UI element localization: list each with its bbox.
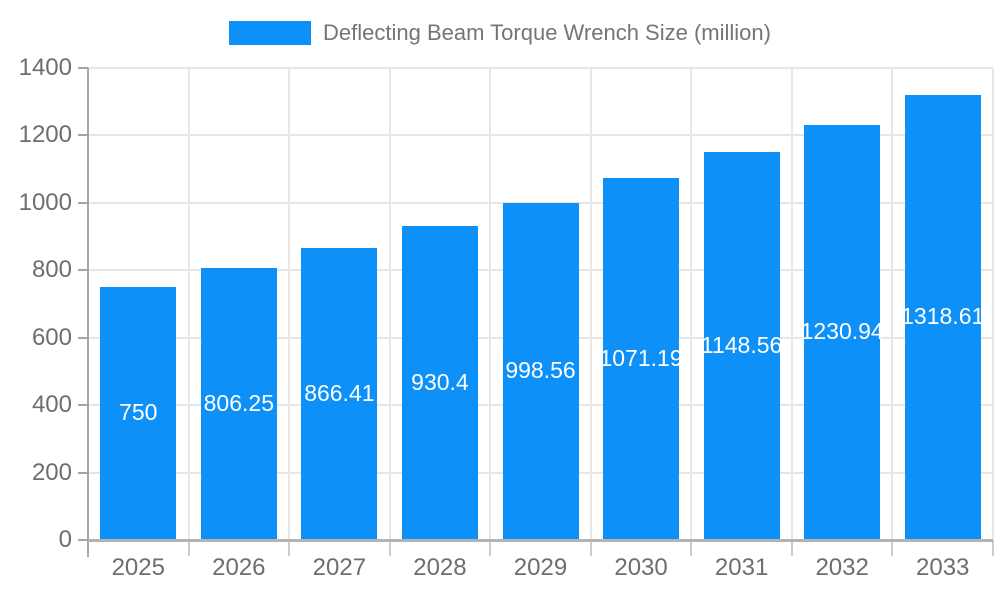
bar[interactable] — [401, 225, 478, 540]
y-axis-tick — [78, 404, 88, 406]
x-axis-tick — [790, 540, 793, 556]
y-axis-tick — [78, 539, 88, 541]
x-axis-tick — [589, 540, 592, 556]
y-axis-tick-label: 1400 — [18, 53, 72, 81]
x-axis-tick-label: 2031 — [714, 554, 769, 581]
bar-value-label: 750 — [119, 399, 158, 426]
y-axis-tick-label: 1200 — [18, 121, 72, 148]
h-gridline — [88, 134, 993, 136]
x-axis-tick-label: 2032 — [815, 554, 869, 581]
y-axis-line — [87, 67, 89, 557]
x-axis-tick-label: 2033 — [916, 554, 970, 581]
x-axis-tick — [288, 540, 291, 556]
bar-value-label: 1071.19 — [599, 345, 683, 372]
v-gridline — [790, 67, 793, 540]
x-axis-tick-label: 2026 — [212, 554, 266, 581]
x-axis-tick — [388, 540, 391, 556]
x-axis-tick-label: 2025 — [111, 554, 165, 581]
bar[interactable] — [703, 152, 780, 540]
v-gridline — [388, 67, 391, 540]
x-axis-tick — [690, 540, 693, 556]
bar-value-label: 998.56 — [505, 357, 576, 384]
bar-value-label: 1318.61 — [901, 303, 985, 330]
v-gridline — [489, 67, 492, 540]
x-axis-tick — [187, 540, 190, 556]
y-axis-tick-label: 800 — [31, 256, 72, 283]
y-axis-tick-label: 600 — [31, 323, 72, 351]
bar-value-label: 1148.56 — [700, 332, 783, 359]
h-gridline — [88, 201, 993, 204]
v-gridline — [992, 67, 994, 540]
v-gridline — [891, 67, 894, 540]
y-axis-tick-label: 400 — [31, 391, 72, 418]
bar[interactable] — [904, 94, 981, 540]
y-axis-tick — [78, 269, 88, 271]
x-axis-tick — [891, 540, 894, 556]
bar-value-label: 930.4 — [411, 368, 469, 395]
x-axis-tick — [992, 540, 994, 556]
v-gridline — [187, 67, 190, 540]
x-axis-tick-label: 2027 — [312, 554, 367, 581]
bar[interactable] — [301, 247, 378, 540]
h-gridline — [88, 66, 993, 69]
y-axis-tick — [78, 66, 88, 69]
y-axis-tick-label: 200 — [31, 458, 72, 486]
y-axis-tick — [78, 134, 88, 136]
bar[interactable] — [200, 267, 277, 540]
y-axis-tick-label: 1000 — [18, 188, 72, 216]
bar[interactable] — [100, 286, 177, 540]
y-axis-tick — [78, 201, 88, 204]
x-axis-tick — [489, 540, 492, 556]
v-gridline — [288, 67, 291, 540]
y-axis-tick — [78, 471, 88, 474]
bar-value-label: 1230.94 — [800, 318, 884, 345]
bar[interactable] — [603, 178, 680, 540]
y-axis-tick — [78, 336, 88, 339]
x-axis-line — [88, 539, 993, 542]
v-gridline — [589, 67, 592, 540]
bar[interactable] — [804, 124, 881, 540]
y-axis-tick-label: 0 — [58, 526, 72, 553]
bar-value-label: 866.41 — [304, 379, 375, 406]
v-gridline — [690, 67, 693, 540]
bar-value-label: 806.25 — [203, 389, 274, 416]
x-axis-tick-label: 2028 — [413, 554, 467, 581]
bar[interactable] — [502, 202, 579, 540]
x-axis-tick-label: 2029 — [513, 554, 568, 581]
legend-label: Deflecting Beam Torque Wrench Size (mill… — [323, 20, 771, 45]
legend: Deflecting Beam Torque Wrench Size (mill… — [0, 20, 1000, 46]
legend-swatch — [229, 21, 312, 45]
x-axis-tick-label: 2030 — [614, 554, 668, 581]
